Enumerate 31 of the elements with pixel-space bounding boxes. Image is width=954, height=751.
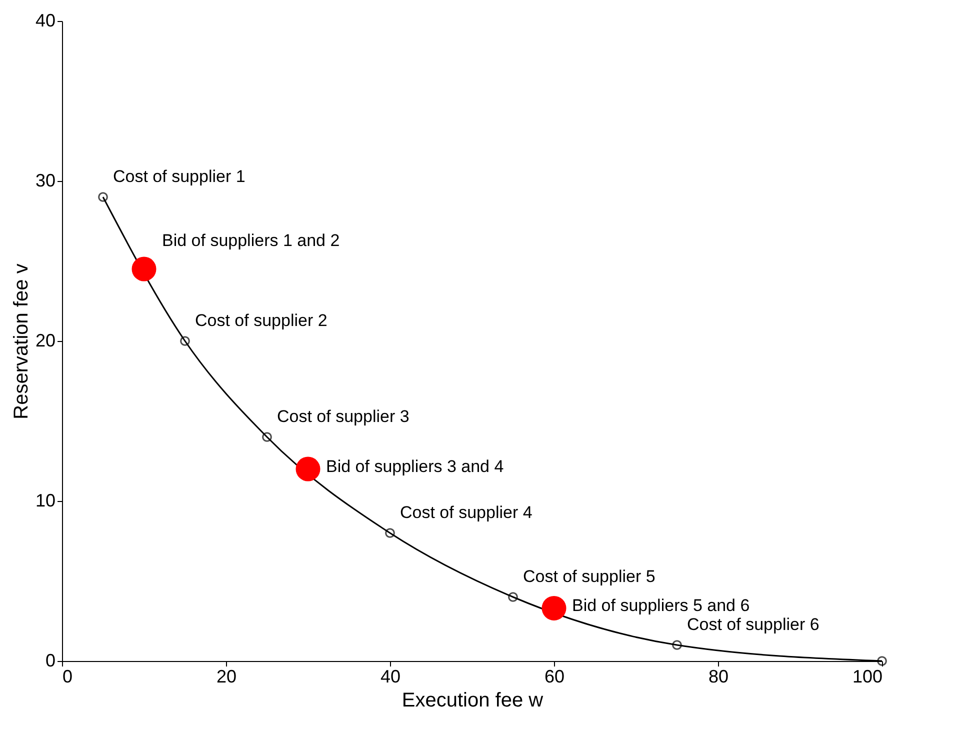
y-tick-label: 0	[45, 650, 56, 670]
point	[296, 456, 320, 482]
x-tick-label: 80	[708, 666, 729, 686]
point	[98, 192, 108, 202]
y-tick-label: 30	[35, 170, 56, 190]
x-tick-label: 60	[544, 666, 565, 686]
y-tick-label: 20	[35, 330, 56, 350]
annotation: Cost of supplier 3	[277, 407, 410, 426]
point	[262, 432, 272, 442]
point	[542, 596, 566, 620]
x-tick-label: 40	[380, 666, 401, 686]
point	[385, 528, 395, 538]
annotation: Cost of supplier 5	[523, 567, 656, 586]
point	[132, 256, 156, 282]
annotation: Cost of supplier 4	[400, 503, 532, 522]
point	[180, 336, 190, 346]
x-tick-label: 20	[216, 666, 237, 686]
annotation: Bid of suppliers 3 and 4	[326, 457, 504, 476]
annotation: Cost of supplier 1	[113, 167, 246, 186]
x-tick-label: 100	[852, 666, 882, 686]
point	[508, 592, 518, 602]
annotation: Bid of suppliers 1 and 2	[162, 231, 340, 250]
x-axis-title: Execution fee w	[402, 690, 544, 712]
x-tick-label: 0	[62, 666, 73, 686]
y-axis-title: Reservation fee v	[10, 264, 32, 420]
y-tick-label: 10	[35, 490, 56, 510]
annotation: Bid of suppliers 5 and 6	[572, 596, 750, 616]
annotation: Cost of supplier 6	[687, 615, 820, 634]
annotation: Cost of supplier 2	[195, 311, 328, 330]
y-tick-label: 40	[35, 10, 56, 30]
point	[672, 640, 682, 650]
